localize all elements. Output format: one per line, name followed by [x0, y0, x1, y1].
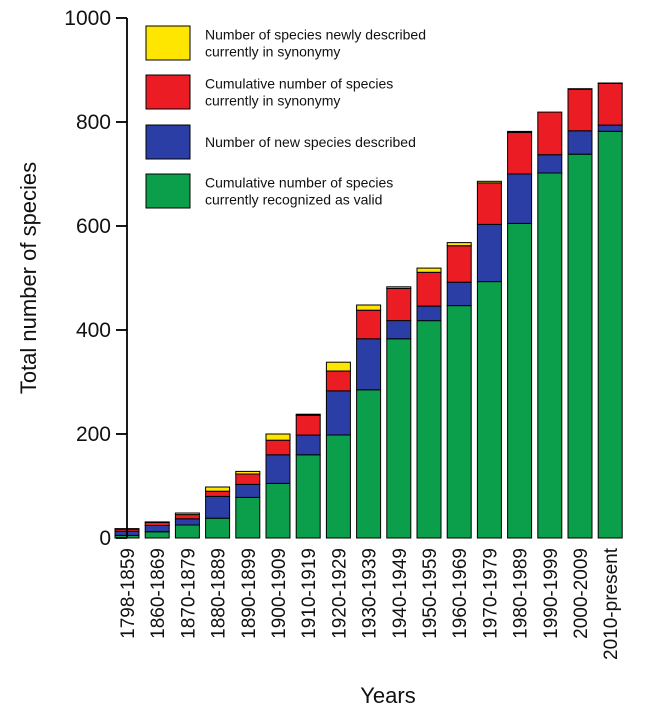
bar-segment-3	[325, 370, 351, 392]
legend-label: Cumulative number of species currently in…	[205, 76, 393, 109]
bar-segment-4	[356, 304, 382, 311]
bar-segment-4	[386, 286, 412, 289]
y-tick-label: 400	[76, 319, 111, 342]
bar-segment-2	[356, 338, 382, 391]
x-tick-label: 1920-1929	[329, 548, 350, 639]
bar-segment-1	[537, 172, 563, 539]
bar-segment-2	[144, 525, 170, 533]
bar-segment-4	[265, 433, 291, 441]
legend-label: Number of new species described	[205, 134, 416, 150]
x-tick-label: 1940-1949	[390, 548, 411, 639]
bar-segment-2	[205, 495, 231, 519]
bar-segment-2	[537, 154, 563, 174]
bar-segment-4	[476, 180, 502, 184]
x-tick-label: 1970-1979	[480, 548, 501, 639]
bar-segment-2	[567, 130, 593, 155]
bar-segment-4	[325, 361, 351, 372]
bar-segment-2	[476, 223, 502, 283]
y-tick-label: 800	[76, 111, 111, 134]
bar-segment-3	[597, 83, 623, 126]
x-tick-label: 1880-1889	[209, 548, 230, 639]
bar-segment-3	[265, 439, 291, 456]
legend-swatch	[145, 25, 191, 61]
x-tick-label: 1990-1999	[541, 548, 562, 639]
y-tick-label: 1000	[64, 7, 111, 30]
y-axis-title: Total number of species	[16, 162, 41, 394]
bar-segment-3	[567, 88, 593, 132]
bar-segment-2	[235, 483, 261, 498]
bar-segment-3	[295, 414, 321, 436]
bar-segment-1	[295, 454, 321, 539]
bar-segment-1	[205, 517, 231, 539]
x-tick-label: 1950-1959	[420, 548, 441, 639]
legend: Number of species newly described current…	[145, 25, 426, 209]
bar-segment-2	[174, 518, 200, 526]
x-tick-label: 1890-1899	[239, 548, 260, 639]
bar-segment-4	[597, 82, 623, 84]
plot-area: 1798-1859 1860-1869 1870-1879 1880-1889 1890…	[64, 7, 623, 660]
bar-segment-1	[325, 434, 351, 539]
bar-segment-2	[386, 320, 412, 340]
x-tick-label: 1870-1879	[178, 548, 199, 639]
legend-swatch	[145, 74, 191, 110]
x-tick-label: 1860-1869	[148, 548, 169, 639]
bar-segment-1	[174, 524, 200, 539]
x-tick-label: 1960-1969	[450, 548, 471, 639]
bar-segment-1	[476, 281, 502, 539]
bar-segment-1	[446, 305, 472, 539]
x-tick-label: 1930-1939	[360, 548, 381, 639]
x-tick-label: 1798-1859	[118, 548, 139, 639]
bar-segment-1	[235, 496, 261, 539]
bar-segment-4	[235, 470, 261, 475]
legend-label: Cumulative number of species currently re…	[205, 175, 393, 208]
bar-segment-1	[144, 531, 170, 539]
x-tick-label: 2010-present	[601, 547, 622, 660]
bar-segment-1	[356, 389, 382, 539]
bar-segment-1	[386, 338, 412, 539]
bar-segment-3	[174, 514, 200, 520]
bar-segment-4	[446, 242, 472, 247]
bar-segment-3	[235, 473, 261, 485]
bar-segment-1	[567, 153, 593, 539]
legend-swatch	[145, 124, 191, 160]
bar-segment-1	[265, 482, 291, 539]
y-tick-label: 0	[99, 527, 111, 550]
bar-segment-3	[386, 287, 412, 322]
bar-segment-4	[295, 413, 321, 416]
bar-segment-2	[507, 173, 533, 224]
bar-segment-2	[265, 454, 291, 484]
legend-label: Number of species newly described current…	[205, 27, 426, 60]
bar-segment-3	[356, 309, 382, 340]
bar-segment-3	[537, 111, 563, 156]
x-tick-label: 1900-1909	[269, 548, 290, 639]
y-tick-label: 200	[76, 423, 111, 446]
bar-segment-3	[476, 182, 502, 225]
bar-segment-4	[416, 267, 442, 273]
x-tick-label: 1910-1919	[299, 548, 320, 639]
bar-segment-4	[144, 521, 170, 523]
bar-segment-4	[174, 512, 200, 516]
bar-segment-2	[295, 434, 321, 456]
legend-swatch	[145, 173, 191, 209]
bar-segment-3	[446, 245, 472, 283]
bar-segment-1	[507, 222, 533, 539]
bar-segment-4	[567, 88, 593, 90]
bar-segment-1	[597, 130, 623, 539]
x-tick-label: 1980-1989	[511, 548, 532, 639]
bar-segment-3	[205, 490, 231, 497]
bar-segment-2	[597, 124, 623, 132]
bar-segment-2	[416, 305, 442, 322]
bar-segment-3	[507, 131, 533, 175]
bar-segment-4	[507, 130, 533, 133]
y-tick-label: 600	[76, 215, 111, 238]
bar-segment-1	[416, 320, 442, 539]
bar-segment-3	[416, 271, 442, 307]
bar-segment-4	[205, 486, 231, 492]
bar-segment-2	[325, 390, 351, 436]
x-tick-label: 2000-2009	[571, 548, 592, 639]
x-axis-title: Years	[360, 683, 415, 708]
bar-segment-2	[446, 281, 472, 307]
